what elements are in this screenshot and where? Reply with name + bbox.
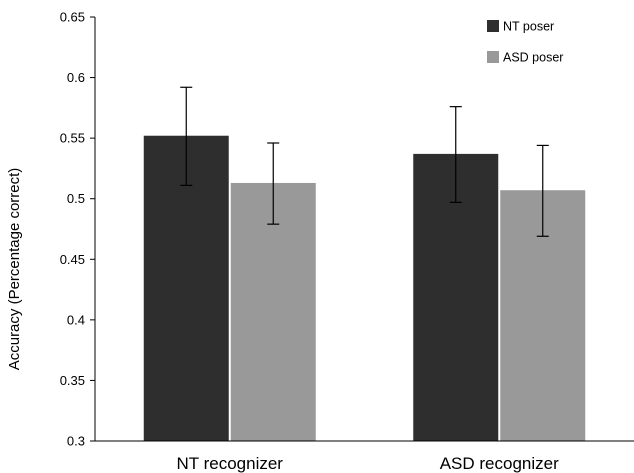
bar-1-0 [230, 182, 316, 442]
error-bars [180, 86, 549, 237]
legend-label-0: NT poser [503, 20, 554, 34]
bars [143, 135, 586, 442]
y-tick-label: 0.3 [67, 434, 85, 449]
category-label: NT recognizer [177, 454, 284, 473]
legend-swatch-0 [487, 20, 499, 32]
y-axis-ticks [90, 16, 95, 442]
y-tick-label: 0.55 [60, 131, 85, 146]
y-tick-label: 0.35 [60, 373, 85, 388]
bar-0-0 [143, 135, 229, 441]
legend-label-1: ASD poser [503, 51, 563, 65]
y-tick-label: 0.4 [67, 312, 85, 327]
y-axis-title: Accuracy (Percentage correct) [6, 168, 23, 371]
legend: NT poser ASD poser [487, 20, 563, 65]
category-label: ASD recognizer [440, 454, 559, 473]
y-tick-label: 0.6 [67, 70, 85, 85]
y-tick-label: 0.45 [60, 252, 85, 267]
x-axis-category-labels: NT recognizer ASD recognizer [177, 454, 560, 473]
y-axis-tick-labels: 0.3 0.35 0.4 0.45 0.5 0.55 0.6 0.65 [60, 10, 85, 449]
y-tick-label: 0.65 [60, 10, 85, 25]
legend-swatch-1 [487, 51, 499, 63]
y-tick-label: 0.5 [67, 191, 85, 206]
